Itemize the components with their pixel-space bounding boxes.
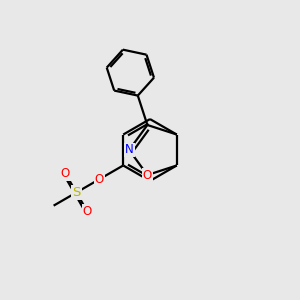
Text: S: S <box>72 186 81 199</box>
Text: O: O <box>94 173 104 186</box>
Text: O: O <box>83 205 92 218</box>
Text: O: O <box>61 167 70 180</box>
Text: N: N <box>125 143 134 157</box>
Text: O: O <box>143 169 152 182</box>
